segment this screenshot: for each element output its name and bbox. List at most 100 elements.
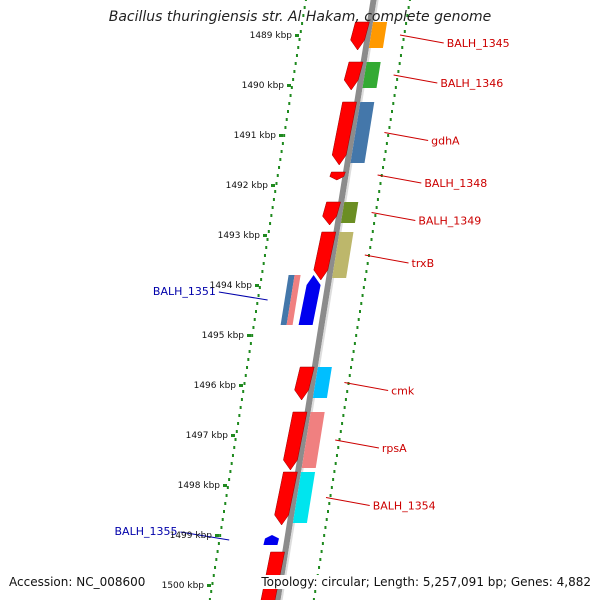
outer-dot — [355, 334, 358, 337]
kbp-tick — [295, 34, 299, 37]
kbp-label: 1495 kbp — [202, 331, 245, 341]
label-leader — [325, 497, 370, 506]
kbp-label: 1497 kbp — [186, 431, 229, 441]
kbp-dot — [226, 486, 229, 489]
outer-dot — [361, 294, 364, 297]
kbp-label: 1489 kbp — [250, 31, 293, 41]
kbp-dot — [287, 110, 289, 113]
kbp-dot — [279, 158, 282, 161]
kbp-dot — [297, 46, 300, 49]
outer-dot — [375, 206, 378, 209]
label-leader — [364, 254, 409, 264]
kbp-dot — [225, 494, 228, 497]
kbp-dot — [229, 470, 232, 473]
outer-dot — [339, 430, 342, 433]
kbp-dot — [274, 190, 277, 193]
kbp-dot — [285, 118, 288, 121]
outer-dot — [406, 14, 409, 17]
kbp-dot — [210, 590, 213, 593]
kbp-dot — [276, 174, 279, 177]
cog-bar — [332, 232, 354, 278]
kbp-dot — [219, 534, 222, 537]
kbp-label: 1499 kbp — [170, 531, 213, 541]
gene-label[interactable]: BALH_1351 — [153, 285, 216, 298]
kbp-dot — [247, 358, 250, 361]
kbp-dot — [220, 526, 223, 529]
outer-dot — [328, 502, 331, 505]
kbp-dot — [230, 462, 233, 465]
gene-label[interactable]: BALH_1355 — [115, 525, 178, 538]
cds-arrow — [283, 411, 308, 471]
gene-label[interactable]: BALH_1345 — [447, 37, 510, 50]
kbp-dot — [261, 270, 264, 273]
outer-dot — [359, 310, 361, 313]
kbp-dot — [270, 214, 273, 217]
kbp-scale-track — [208, 0, 411, 600]
label-leader — [335, 439, 380, 449]
kbp-dot — [298, 38, 301, 41]
outer-dot — [324, 526, 327, 529]
kbp-dot — [267, 230, 270, 233]
outer-dot — [350, 366, 353, 369]
kbp-label: 1493 kbp — [218, 231, 261, 241]
cog-bar — [292, 472, 316, 523]
kbp-dot — [255, 310, 257, 313]
outer-dot — [360, 302, 363, 305]
kbp-dot — [295, 54, 298, 57]
kbp-dot — [294, 62, 297, 65]
kbp-dot — [223, 510, 225, 513]
outer-dot — [407, 6, 410, 9]
outer-dot — [382, 166, 385, 169]
outer-dot — [376, 198, 379, 201]
kbp-label: 1494 kbp — [210, 281, 253, 291]
outer-dot — [387, 134, 390, 137]
outer-dot — [393, 94, 396, 97]
outer-dot — [314, 590, 317, 593]
gene-label[interactable]: BALH_1348 — [424, 177, 487, 190]
kbp-dot — [231, 454, 234, 457]
gene-label[interactable]: BALH_1346 — [440, 77, 503, 90]
cds-arrow — [274, 471, 298, 526]
kbp-dot — [257, 294, 260, 297]
kbp-dot — [260, 278, 263, 281]
kbp-tick — [263, 234, 267, 237]
outer-dot — [337, 446, 340, 449]
outer-dot — [330, 486, 333, 489]
gene-label[interactable]: rpsA — [382, 442, 407, 455]
gene-label[interactable]: BALH_1349 — [418, 215, 481, 228]
cog-bar — [280, 275, 295, 325]
outer-dot — [408, 0, 411, 1]
kbp-dot — [304, 0, 307, 1]
kbp-dot — [253, 318, 256, 321]
outer-dot — [399, 54, 402, 57]
cog-bar — [340, 202, 359, 223]
cds-arrow — [343, 61, 364, 91]
outer-dot — [333, 470, 336, 473]
gene-label[interactable]: trxB — [412, 257, 435, 270]
kbp-tick — [247, 334, 251, 337]
kbp-labels: 1489 kbp 1490 kbp 1491 kbp 1492 kbp 1493 kbp… — [162, 31, 299, 591]
kbp-label: 1490 kbp — [242, 81, 285, 91]
outer-dot — [364, 278, 367, 281]
kbp-dot — [265, 246, 268, 249]
outer-dot — [321, 542, 324, 545]
kbp-tick — [271, 184, 275, 187]
outer-dot — [338, 438, 341, 441]
outer-dot — [403, 30, 406, 33]
outer-dot — [385, 142, 388, 145]
outer-dot — [365, 270, 368, 273]
kbp-dot — [242, 390, 245, 393]
kbp-dot — [262, 262, 265, 265]
kbp-dot — [266, 238, 269, 241]
kbp-dot — [238, 414, 241, 417]
label-leader — [399, 34, 444, 44]
gene-label[interactable]: BALH_1354 — [373, 500, 436, 513]
kbp-dot — [293, 70, 296, 73]
kbp-dot — [303, 6, 306, 9]
gene-label[interactable]: gdhA — [431, 135, 460, 148]
backbone-line — [274, 0, 377, 600]
gene-label[interactable]: cmk — [391, 385, 415, 398]
kbp-dot — [224, 502, 227, 505]
outer-dot — [323, 534, 326, 537]
